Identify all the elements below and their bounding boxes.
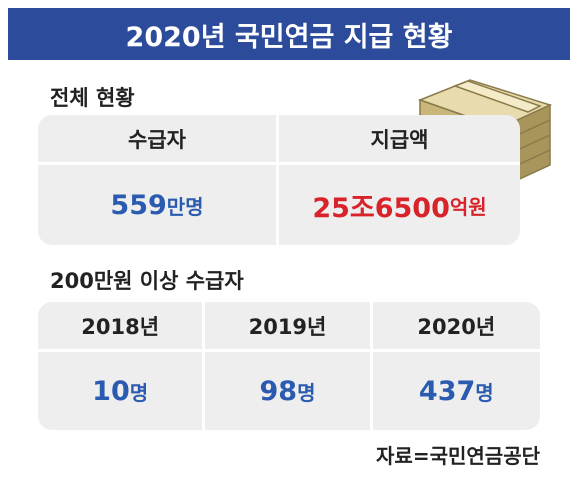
section-title: 200만원 이상 수급자 (50, 269, 244, 293)
value-number: 559 (110, 189, 167, 221)
value: 98 명 (205, 352, 373, 430)
value-number: 437 (418, 375, 476, 407)
column-header: 2018년 (38, 302, 206, 352)
column-header: 2019년 (205, 302, 373, 352)
value: 25조6500 억원 (279, 165, 520, 245)
value-number: 10 (92, 375, 130, 407)
column-header: 지급액 (279, 115, 520, 165)
value-number: 25조6500 (312, 192, 450, 224)
value: 10 명 (38, 352, 206, 430)
value: 437 명 (373, 352, 540, 430)
value-unit: 명 (297, 380, 316, 405)
value-unit: 만명 (166, 194, 204, 219)
value-unit: 억원 (449, 194, 487, 219)
high-earners-panel: 2018년 2019년 2020년 10 명 98 명 437 명 (38, 302, 540, 430)
overall-panel: 수급자 지급액 559 만명 25조6500 억원 (38, 115, 520, 245)
title: 2020년 국민연금 지급 현황 (8, 8, 570, 60)
value-number: 98 (259, 375, 298, 407)
column-header: 2020년 (372, 302, 540, 352)
value: 559 만명 (38, 165, 279, 245)
value-unit: 명 (129, 380, 149, 405)
section-title: 전체 현황 (50, 86, 135, 110)
column-header: 수급자 (38, 115, 279, 165)
source: 자료=국민연금공단 (376, 444, 540, 468)
value-unit: 명 (475, 380, 494, 405)
